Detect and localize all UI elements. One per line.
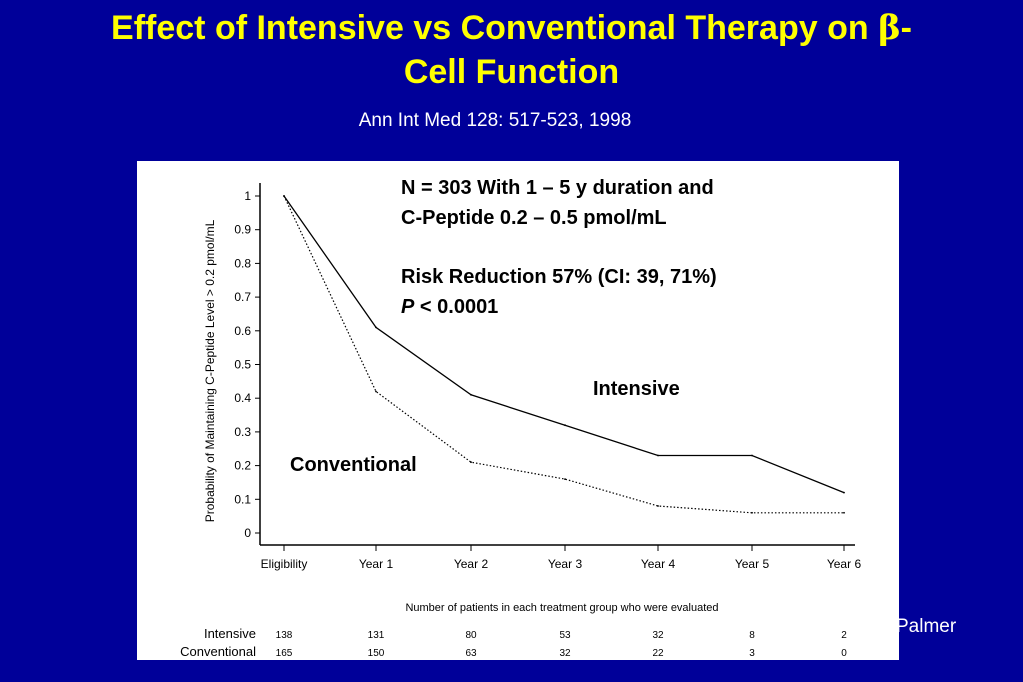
- study-note: N = 303 With 1 – 5 y duration and C-Pept…: [401, 173, 714, 233]
- data-point-conventional: [375, 390, 377, 393]
- table-cell: 53: [559, 630, 571, 641]
- x-tick-label: Eligibility: [261, 557, 308, 571]
- slide-title: Effect of Intensive vs Conventional Ther…: [0, 6, 1023, 94]
- y-tick-label: 0.3: [234, 425, 251, 439]
- x-tick-label: Year 2: [454, 557, 489, 571]
- x-tick-label: Year 3: [548, 557, 583, 571]
- table-cell: 22: [652, 648, 664, 659]
- data-point-conventional: [564, 478, 566, 480]
- intensive-label: Intensive: [593, 378, 680, 400]
- y-tick-label: 0.4: [234, 391, 251, 405]
- p-value-text: P < 0.0001: [401, 292, 717, 322]
- table-cell: 165: [276, 648, 293, 659]
- series-line-intensive: [283, 195, 845, 494]
- data-point-conventional: [751, 511, 753, 514]
- data-point-conventional: [657, 505, 659, 507]
- table-cell: 63: [465, 648, 477, 659]
- y-tick-label: 0.7: [234, 290, 251, 304]
- y-tick-label: 0.1: [234, 492, 251, 506]
- x-tick-label: Year 4: [641, 557, 676, 571]
- x-tick-label: Year 6: [827, 557, 862, 571]
- p-value: < 0.0001: [414, 296, 499, 318]
- beta-symbol: β: [878, 8, 901, 48]
- x-tick-label: Year 5: [735, 557, 770, 571]
- survival-chart: 0 0.1 0.2 0.3 0.4 0.5 0.6 0.7 0.8 0.9 1 Probability…: [180, 183, 862, 659]
- table-cell: 8: [749, 630, 755, 641]
- table-cell: 131: [368, 630, 385, 641]
- p-symbol: P: [401, 296, 415, 318]
- table-cell: 80: [465, 630, 477, 641]
- title-hyphen: -: [900, 9, 912, 47]
- y-tick-label: 0.5: [234, 358, 251, 372]
- conventional-label: Conventional: [290, 454, 417, 476]
- data-point-intensive: [657, 454, 659, 457]
- risk-note: Risk Reduction 57% (CI: 39, 71%) P < 0.0…: [401, 262, 717, 322]
- table-cell: 32: [559, 648, 571, 659]
- data-point-intensive: [375, 326, 377, 329]
- table-cell: 0: [841, 648, 847, 659]
- y-tick-label: 1: [244, 189, 251, 203]
- citation: Ann Int Med 128: 517-523, 1998: [358, 110, 632, 131]
- table-title: Number of patients in each treatment gro…: [405, 602, 718, 614]
- y-axis-title: Probability of Maintaining C-Peptide Lev…: [203, 219, 217, 522]
- table-cell: 2: [841, 630, 847, 641]
- title-text: Effect of Intensive vs Conventional Ther…: [111, 9, 879, 47]
- credit-text: Palmer: [896, 616, 957, 637]
- table-cell: 138: [276, 630, 293, 641]
- data-point-intensive: [751, 454, 753, 457]
- data-point-intensive: [843, 491, 845, 494]
- y-tick-label: 0.2: [234, 459, 251, 473]
- study-line-1: N = 303 With 1 – 5 y duration and: [401, 177, 714, 199]
- table-cell: 32: [652, 630, 664, 641]
- y-tick-label: 0.8: [234, 256, 251, 270]
- data-point-intensive: [470, 393, 472, 396]
- data-point-conventional: [470, 461, 472, 464]
- title-line-2: Cell Function: [403, 53, 620, 91]
- y-tick-label: 0.6: [234, 324, 251, 338]
- data-point-conventional: [283, 195, 285, 197]
- table-row-label: Conventional: [180, 644, 256, 659]
- x-tick-label: Year 1: [359, 557, 394, 571]
- table-cell: 3: [749, 648, 755, 659]
- table-cell: 150: [368, 648, 385, 659]
- table-row-label: Intensive: [204, 626, 256, 641]
- study-line-2: C-Peptide 0.2 – 0.5 pmol/mL: [401, 207, 667, 229]
- data-point-intensive: [564, 424, 566, 427]
- risk-reduction-text: Risk Reduction 57% (CI: 39, 71%): [401, 266, 717, 288]
- chart-panel: 0 0.1 0.2 0.3 0.4 0.5 0.6 0.7 0.8 0.9 1 Probability…: [137, 161, 899, 660]
- y-tick-label: 0.9: [234, 223, 251, 237]
- data-point-conventional: [843, 511, 845, 514]
- y-tick-label: 0: [244, 526, 251, 540]
